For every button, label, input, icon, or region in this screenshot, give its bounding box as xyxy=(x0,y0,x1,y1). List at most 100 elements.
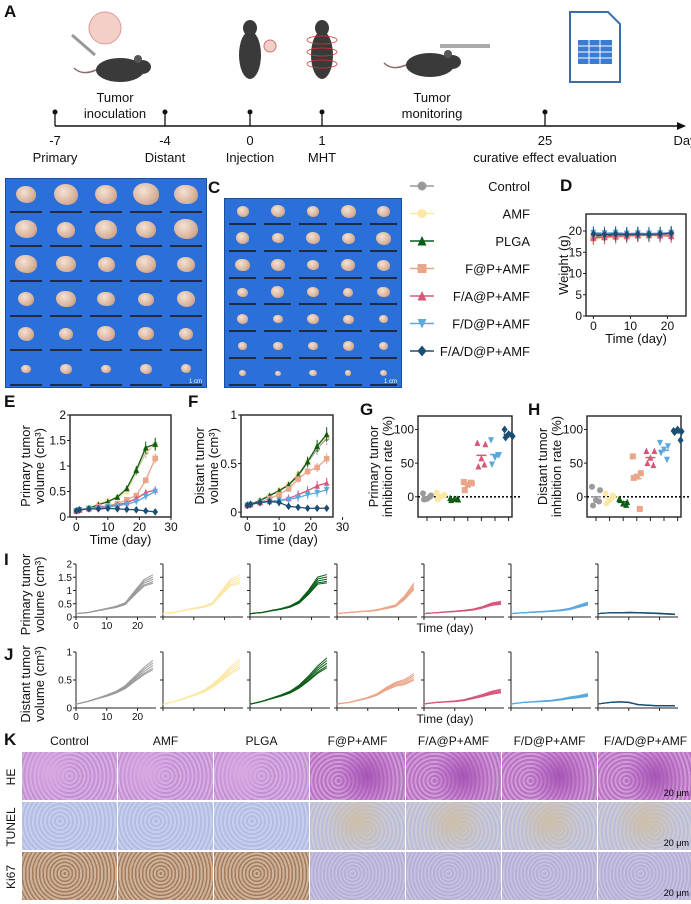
tray-slot xyxy=(50,245,82,248)
data-point xyxy=(114,505,121,513)
chart-j xyxy=(595,651,678,711)
data-point xyxy=(323,479,330,486)
data-point xyxy=(105,504,111,513)
data-point xyxy=(475,463,482,470)
y-tick-label: 0 xyxy=(66,704,72,715)
scale-bar: 20 μm xyxy=(663,888,689,898)
tray-slot xyxy=(130,280,162,282)
data-point xyxy=(142,444,149,451)
individual-curve xyxy=(423,600,502,615)
histology-column-label: F@P+AMF xyxy=(327,734,388,748)
data-point xyxy=(612,229,619,238)
legend-item: Control xyxy=(410,179,530,194)
legend-label: F/A/D@P+AMF xyxy=(440,344,530,359)
tray-slot xyxy=(369,330,397,333)
individual-curve xyxy=(249,576,328,615)
legend-item: AMF xyxy=(410,207,530,222)
tumor-specimen xyxy=(379,369,388,377)
tumor-specimen xyxy=(60,364,72,374)
tray-slot xyxy=(130,245,162,248)
data-point xyxy=(304,491,311,498)
timeline-event-label: curative effect evaluation xyxy=(473,150,617,165)
chart-i xyxy=(334,563,417,620)
group-6 xyxy=(670,425,685,521)
data-point xyxy=(95,505,102,513)
tumor-specimen xyxy=(235,232,250,245)
individual-curve xyxy=(249,667,328,705)
histology-column-label: AMF xyxy=(152,734,179,748)
data-point xyxy=(421,496,427,503)
histology-image xyxy=(406,852,501,900)
mouse-head xyxy=(443,55,461,69)
data-point xyxy=(86,505,92,513)
data-point xyxy=(323,504,330,513)
tumor-specimen xyxy=(305,232,321,245)
timeline-unit: Day xyxy=(673,133,691,148)
x-tick-label: 30 xyxy=(336,520,350,534)
histology-image: 20 μm xyxy=(598,852,691,900)
data-point xyxy=(501,425,508,434)
group-5 xyxy=(488,437,502,521)
individual-curve xyxy=(597,611,675,615)
individual-curve xyxy=(75,574,154,615)
data-point xyxy=(460,478,467,485)
tray-slot xyxy=(170,210,202,213)
spreadsheet-icon xyxy=(569,11,621,83)
histology-image xyxy=(502,752,597,800)
mouse-head xyxy=(243,20,257,36)
data-point xyxy=(295,494,301,501)
histology-image xyxy=(214,802,309,850)
legend-label: F@P+AMF xyxy=(465,262,530,277)
y-tick-label: 1 xyxy=(66,586,72,597)
data-point xyxy=(677,436,684,445)
data-point xyxy=(601,230,608,239)
tumor-specimen xyxy=(174,219,198,240)
tumor-specimen xyxy=(377,259,390,271)
chart-j xyxy=(334,651,417,711)
tumor-specimen xyxy=(135,255,157,273)
tray-slot xyxy=(90,280,122,282)
y-axis-label: volume (cm³) xyxy=(32,646,47,722)
data-point xyxy=(467,479,474,486)
plot-frame xyxy=(240,414,334,518)
tumor-specimen xyxy=(375,231,392,245)
tray-slot xyxy=(264,276,292,279)
chart-j xyxy=(160,651,243,711)
y-axis-label: inhibition rate (%) xyxy=(380,416,395,517)
tumor-specimen xyxy=(271,259,285,271)
series-line xyxy=(247,434,328,506)
tray-slot xyxy=(299,249,327,252)
histology-image xyxy=(118,752,213,800)
mouse-body xyxy=(96,58,144,82)
timeline-pin xyxy=(542,109,548,115)
y-axis-label: Primary tumor xyxy=(18,425,33,507)
tumor-specimen xyxy=(236,206,249,217)
individual-curve xyxy=(336,674,415,705)
series-6 xyxy=(244,497,330,513)
x-tick-label: 20 xyxy=(661,319,675,333)
group-3 xyxy=(460,478,475,521)
timeline-day: 0 xyxy=(246,133,253,148)
tumor-specimen xyxy=(94,219,118,239)
tray-slot xyxy=(229,330,257,333)
data-point xyxy=(590,229,597,238)
x-tick-label: 10 xyxy=(101,520,115,534)
group-0 xyxy=(589,483,603,521)
x-tick-label: 20 xyxy=(132,621,144,632)
timeline: Day -7 Primary -4 Distant 0 Injection 1 MHT 25 cur… xyxy=(33,11,691,165)
data-point xyxy=(668,229,675,238)
tumor-specimen xyxy=(97,257,115,272)
y-tick-label: 0 xyxy=(575,309,582,323)
x-tick-label: 10 xyxy=(101,712,113,723)
data-point xyxy=(609,492,616,499)
data-point xyxy=(244,501,251,510)
individual-curve xyxy=(75,662,154,705)
legend-item: F/A/D@P+AMF xyxy=(410,344,530,359)
tumor-specimen xyxy=(97,326,115,342)
phase-label: Tumor xyxy=(96,90,134,105)
tumor-specimen xyxy=(378,341,389,351)
data-point xyxy=(142,493,149,500)
tray-slot xyxy=(229,384,257,386)
data-point xyxy=(634,229,641,238)
